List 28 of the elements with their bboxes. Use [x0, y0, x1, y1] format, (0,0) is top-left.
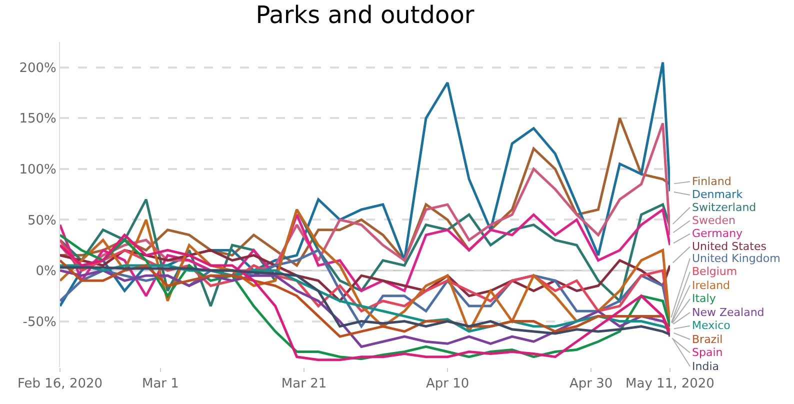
x-tick-label: Apr 30	[569, 376, 613, 392]
text: Switzerland	[692, 201, 756, 214]
y-tick-label: 200%	[19, 60, 56, 76]
text: United States	[692, 240, 767, 253]
text: New Zealand	[692, 306, 764, 319]
x-tick-label: May 11, 2020	[626, 376, 714, 392]
x-tick-label: Feb 16, 2020	[17, 376, 103, 392]
text: Ireland	[692, 279, 730, 292]
text: Denmark	[692, 188, 744, 201]
text: United Kingdom	[692, 252, 780, 265]
chart-title: Parks and outdoor	[256, 0, 474, 29]
text: Belgium	[692, 265, 738, 278]
text: Sweden	[692, 214, 736, 227]
text: Spain	[692, 346, 723, 359]
text: India	[692, 360, 719, 373]
y-tick-label: -50%	[22, 314, 56, 330]
text: Italy	[692, 292, 716, 305]
text: Brazil	[692, 333, 723, 346]
y-tick-label: 150%	[19, 112, 56, 127]
text: Finland	[692, 175, 732, 188]
x-tick-label: Mar 21	[281, 376, 327, 392]
y-tick-label: 100%	[19, 162, 56, 178]
x-tick-label: Mar 1	[142, 376, 179, 392]
x-tick-label: Apr 10	[426, 376, 470, 392]
y-tick-label: 50%	[27, 213, 56, 228]
text: Germany	[692, 227, 744, 240]
text: Mexico	[692, 319, 731, 332]
y-tick-label: 0%	[36, 264, 56, 280]
